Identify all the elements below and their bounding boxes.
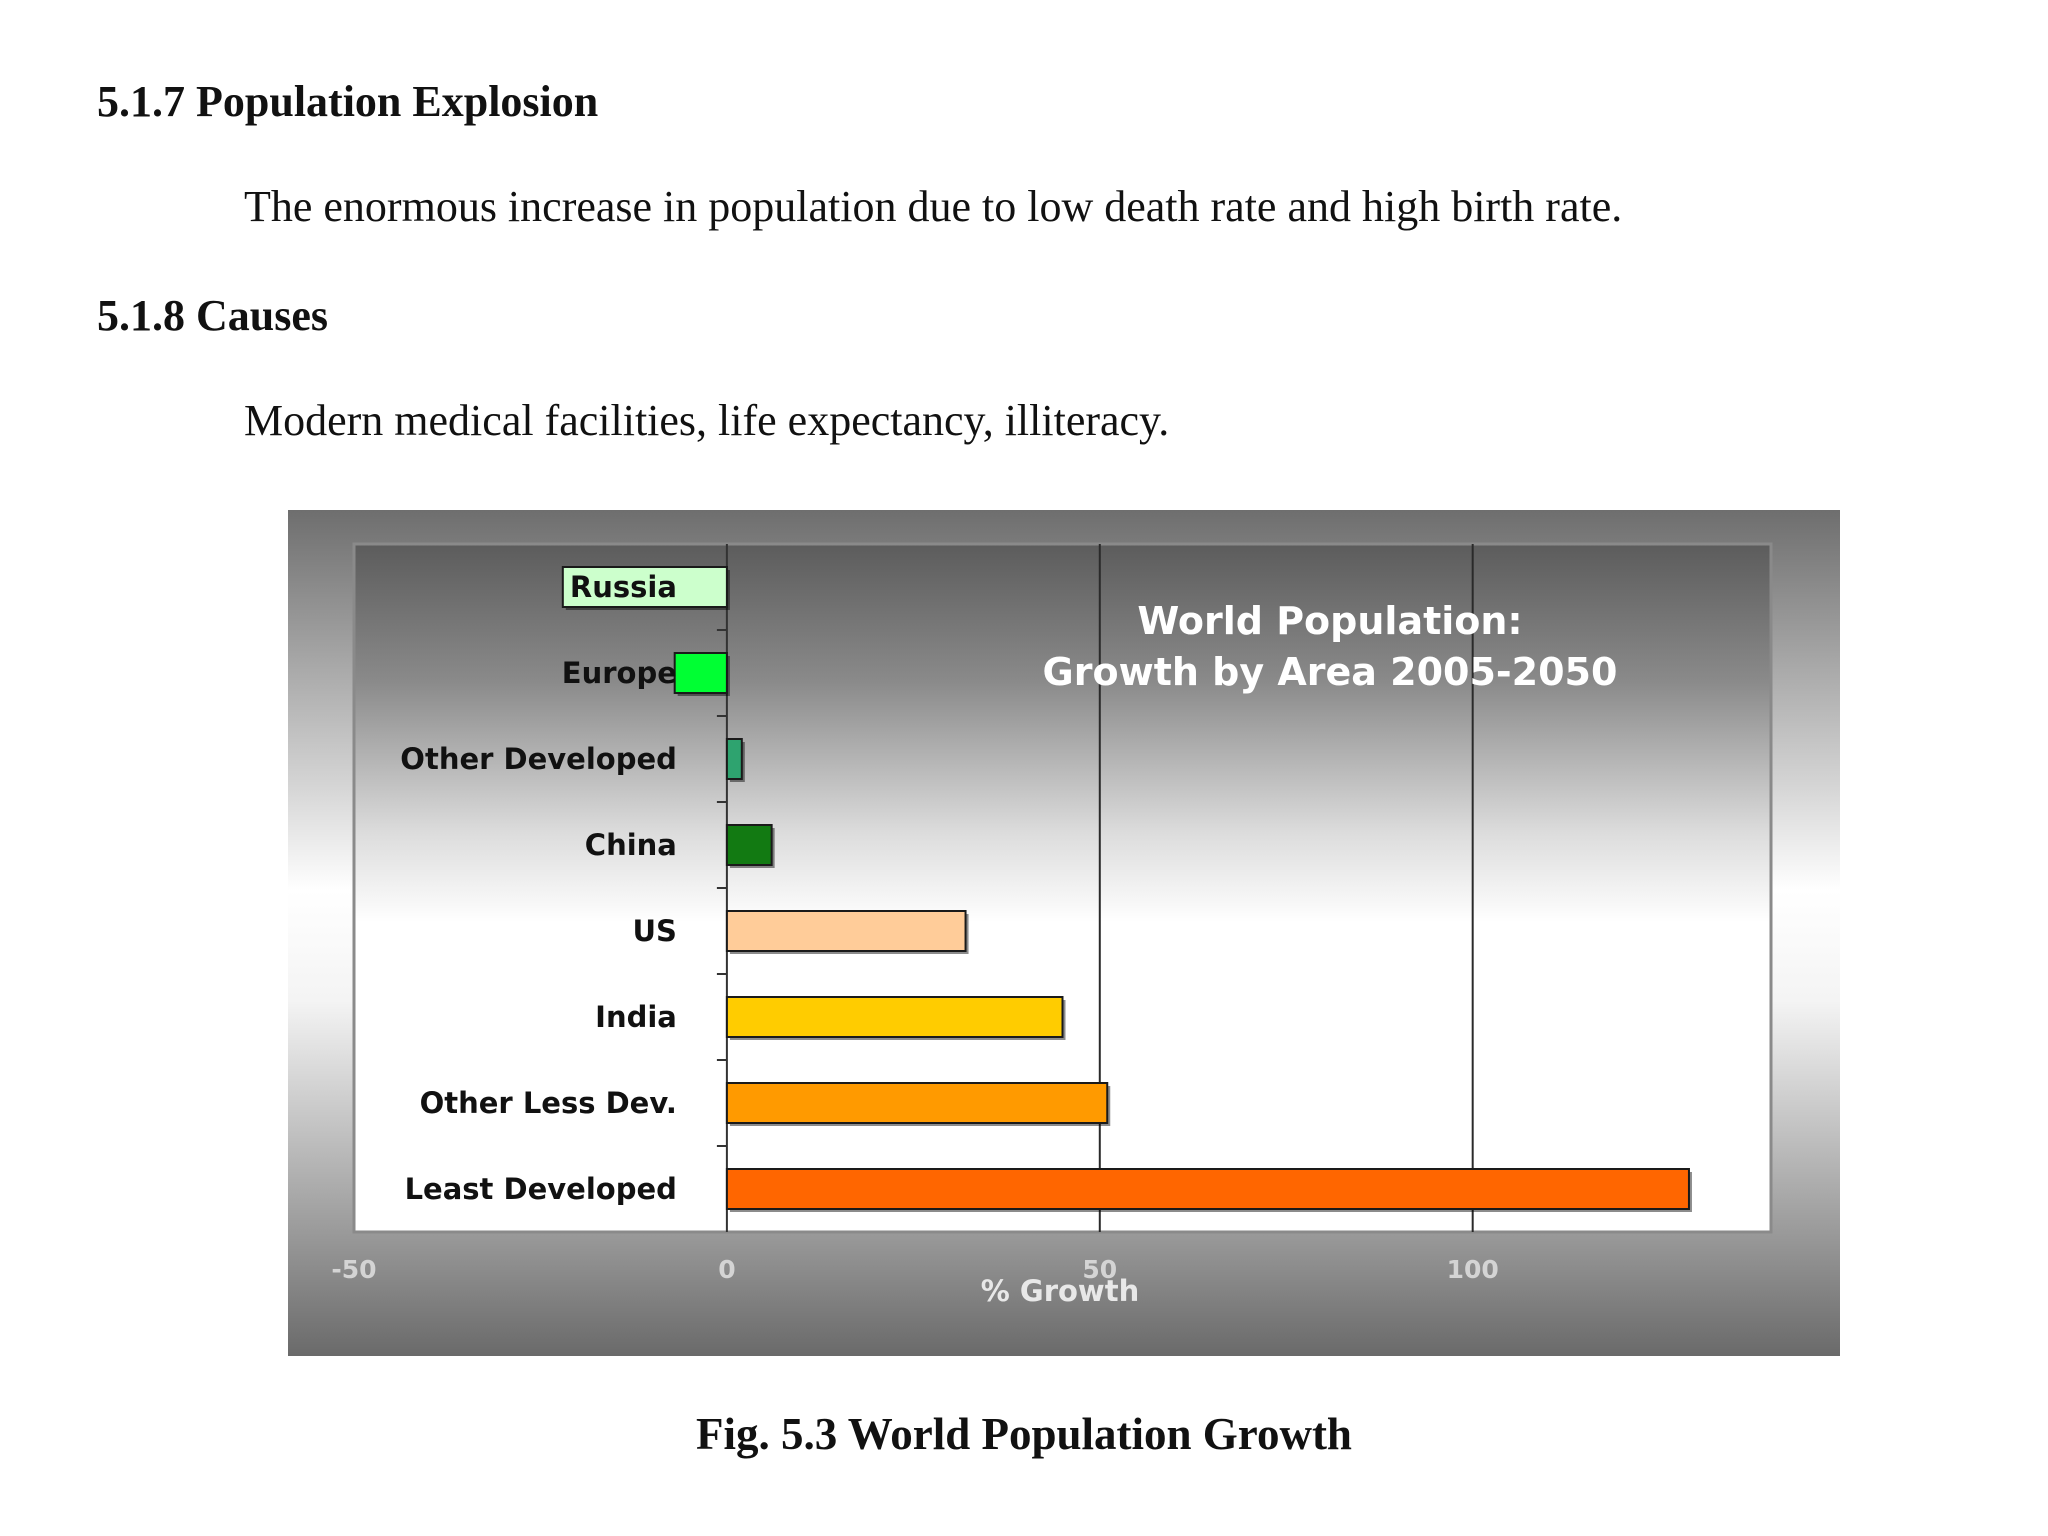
plot-area — [352, 542, 1773, 1234]
bar-3 — [725, 824, 773, 866]
bar-4 — [725, 910, 967, 952]
bar-5 — [725, 996, 1064, 1038]
x-tick-label-0: -50 — [331, 1255, 376, 1284]
category-label-1: Europe — [562, 656, 677, 690]
x-axis-title: % Growth — [981, 1274, 1139, 1308]
category-label-7: Least Developed — [405, 1172, 677, 1206]
chart-subtitle: Growth by Area 2005-2050 — [1043, 650, 1618, 694]
population-growth-chart: -50 0 50 100 Russia Europe Other Developed Chin… — [288, 510, 1840, 1356]
x-tick-label-3: 100 — [1447, 1255, 1499, 1284]
section-text-causes: Modern medical facilities, life expectan… — [244, 396, 1170, 445]
x-tick-label-1: 0 — [718, 1255, 735, 1284]
bar-7 — [725, 1168, 1690, 1210]
category-label-5: India — [595, 1000, 677, 1034]
bar-6 — [725, 1082, 1109, 1124]
x-tick-label-2: 50 — [1082, 1255, 1117, 1284]
figure-caption: Fig. 5.3 World Population Growth — [696, 1409, 1352, 1459]
category-label-2: Other Developed — [400, 742, 677, 776]
category-label-0: Russia — [570, 570, 677, 604]
bar-1 — [673, 652, 728, 694]
chart-title: World Population: — [1137, 599, 1522, 643]
section-heading-population-explosion: 5.1.7 Population Explosion — [97, 77, 599, 126]
category-label-6: Other Less Dev. — [420, 1086, 677, 1120]
bar-2 — [725, 738, 743, 780]
bar-0 — [561, 566, 728, 608]
category-label-3: China — [585, 828, 677, 862]
category-label-4: US — [632, 914, 676, 948]
section-heading-causes: 5.1.8 Causes — [97, 291, 329, 340]
section-text-population-explosion: The enormous increase in population due … — [244, 182, 1623, 231]
